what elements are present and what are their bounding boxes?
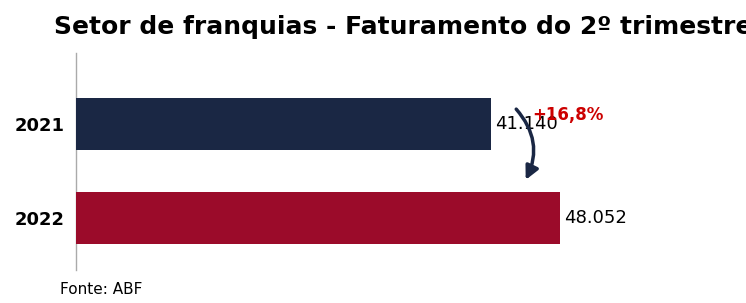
Bar — [76, 192, 560, 244]
Text: 48.052: 48.052 — [564, 209, 627, 227]
Text: +16,8%: +16,8% — [533, 105, 604, 124]
Bar — [76, 98, 491, 150]
Title: Setor de franquias - Faturamento do 2º trimestre: Setor de franquias - Faturamento do 2º t… — [54, 15, 746, 39]
Text: 41.140: 41.140 — [495, 115, 557, 133]
Text: Fonte: ABF: Fonte: ABF — [60, 282, 142, 297]
